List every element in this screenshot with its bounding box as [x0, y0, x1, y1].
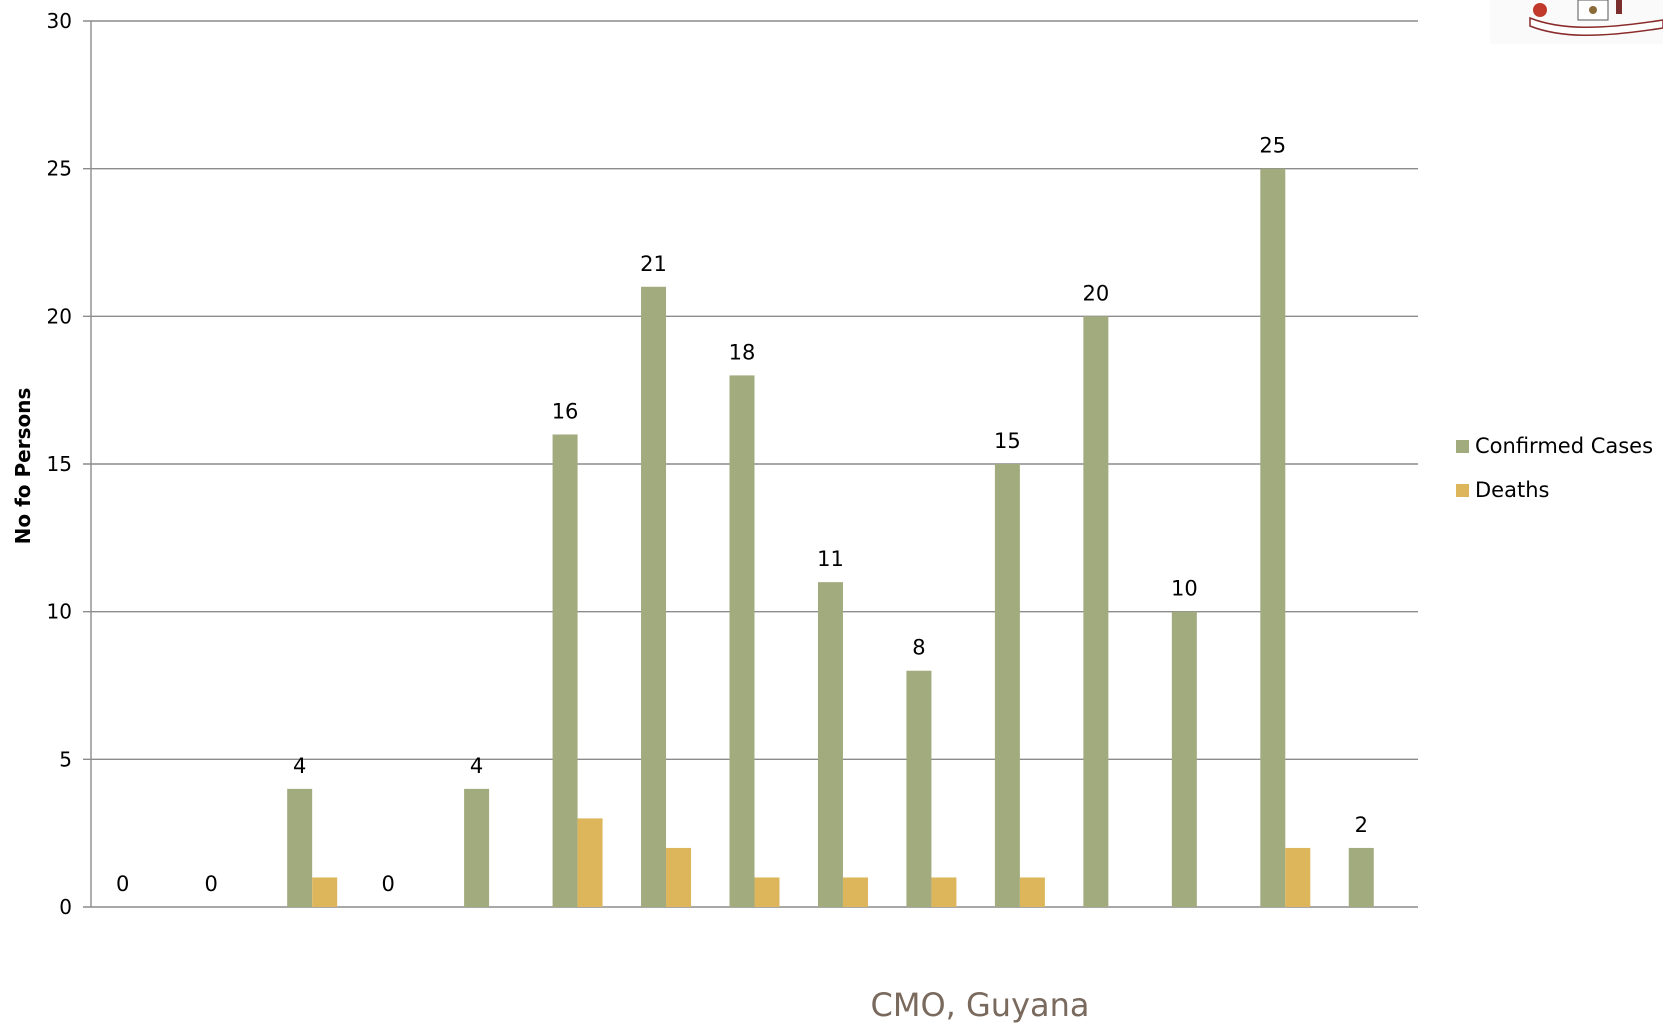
- legend-swatch-confirmed-cases: [1456, 439, 1469, 453]
- y-tick-label: 20: [47, 304, 72, 328]
- bar-confirmed-cases: [906, 670, 932, 907]
- legend-swatch-deaths: [1456, 483, 1469, 497]
- bar-confirmed-cases: [994, 464, 1020, 907]
- data-labels: 0 0 4 0 4 16 21 18 11 8 15 20 10 25 2: [116, 134, 1368, 896]
- legend-label-confirmed-cases: Confirmed Cases: [1475, 434, 1654, 458]
- bar-confirmed-cases: [287, 788, 313, 907]
- bar-confirmed-cases: [1260, 168, 1286, 907]
- legend: Confirmed Cases Deaths: [1456, 424, 1653, 512]
- bar-confirmed-cases: [817, 582, 843, 907]
- y-tick-label: 15: [47, 452, 72, 476]
- data-label-confirmed-cases: 11: [817, 547, 844, 571]
- y-tick-label: 0: [59, 895, 72, 919]
- y-tick-label: 25: [47, 157, 72, 181]
- bar-deaths: [1019, 877, 1045, 907]
- y-axis-ticks: 0 5 10 15 20 25 30: [47, 9, 72, 919]
- y-tick-label: 30: [47, 9, 72, 33]
- data-label-confirmed-cases: 4: [470, 754, 483, 778]
- legend-label-deaths: Deaths: [1475, 478, 1550, 502]
- data-label-confirmed-cases: 8: [912, 636, 925, 660]
- bar-confirmed-cases: [464, 788, 490, 907]
- bar-deaths: [312, 877, 338, 907]
- bar-confirmed-cases: [552, 434, 578, 907]
- y-tick-label: 5: [59, 747, 72, 771]
- bar-deaths: [842, 877, 868, 907]
- bar-deaths: [931, 877, 957, 907]
- bar-confirmed-cases: [1083, 316, 1109, 907]
- bar-deaths: [666, 847, 692, 907]
- y-axis-title: No fo Persons: [11, 388, 35, 545]
- bar-deaths: [577, 818, 603, 907]
- data-label-confirmed-cases: 15: [994, 429, 1021, 453]
- data-label-confirmed-cases: 25: [1259, 134, 1286, 158]
- data-label-confirmed-cases: 2: [1355, 813, 1368, 837]
- bar-deaths: [754, 877, 780, 907]
- bar-confirmed-cases: [729, 375, 755, 907]
- data-label-confirmed-cases: 18: [729, 340, 756, 364]
- bar-deaths: [1285, 847, 1311, 907]
- footer-credit: CMO, Guyana: [870, 986, 1090, 1024]
- data-label-confirmed-cases: 4: [293, 754, 306, 778]
- legend-item-deaths: Deaths: [1456, 468, 1653, 512]
- coat-of-arms-seal-icon: [1490, 0, 1663, 44]
- data-label-confirmed-cases: 21: [640, 252, 667, 276]
- data-label-confirmed-cases: 20: [1082, 281, 1109, 305]
- y-tick-label: 10: [47, 600, 72, 624]
- data-label-confirmed-cases: 0: [205, 872, 218, 896]
- legend-item-confirmed-cases: Confirmed Cases: [1456, 424, 1653, 468]
- bar-confirmed-cases: [641, 286, 667, 907]
- data-label-confirmed-cases: 16: [552, 399, 579, 423]
- bar-confirmed-cases: [1348, 847, 1374, 907]
- data-label-confirmed-cases: 0: [116, 872, 129, 896]
- data-label-confirmed-cases: 0: [381, 872, 394, 896]
- bar-confirmed-cases: [1171, 611, 1197, 907]
- bars: [287, 168, 1374, 907]
- data-label-confirmed-cases: 10: [1171, 577, 1198, 601]
